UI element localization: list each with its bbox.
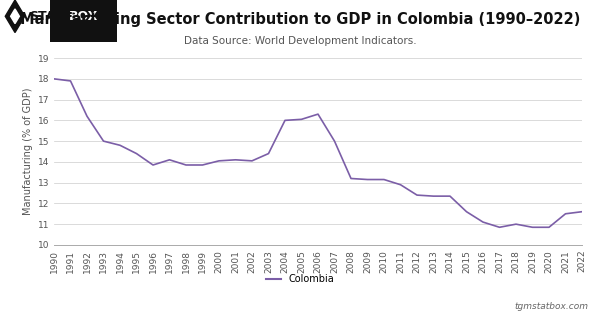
Text: STAT: STAT — [29, 10, 62, 23]
Polygon shape — [11, 9, 19, 24]
Text: Manufacturing Sector Contribution to GDP in Colombia (1990–2022): Manufacturing Sector Contribution to GDP… — [20, 12, 580, 27]
Text: BOX: BOX — [69, 10, 98, 23]
Y-axis label: Manufacturing (% of GDP): Manufacturing (% of GDP) — [23, 88, 34, 215]
Polygon shape — [5, 0, 25, 33]
Text: Data Source: World Development Indicators.: Data Source: World Development Indicator… — [184, 36, 416, 46]
Legend: Colombia: Colombia — [262, 271, 338, 288]
Text: tgmstatbox.com: tgmstatbox.com — [514, 302, 588, 311]
